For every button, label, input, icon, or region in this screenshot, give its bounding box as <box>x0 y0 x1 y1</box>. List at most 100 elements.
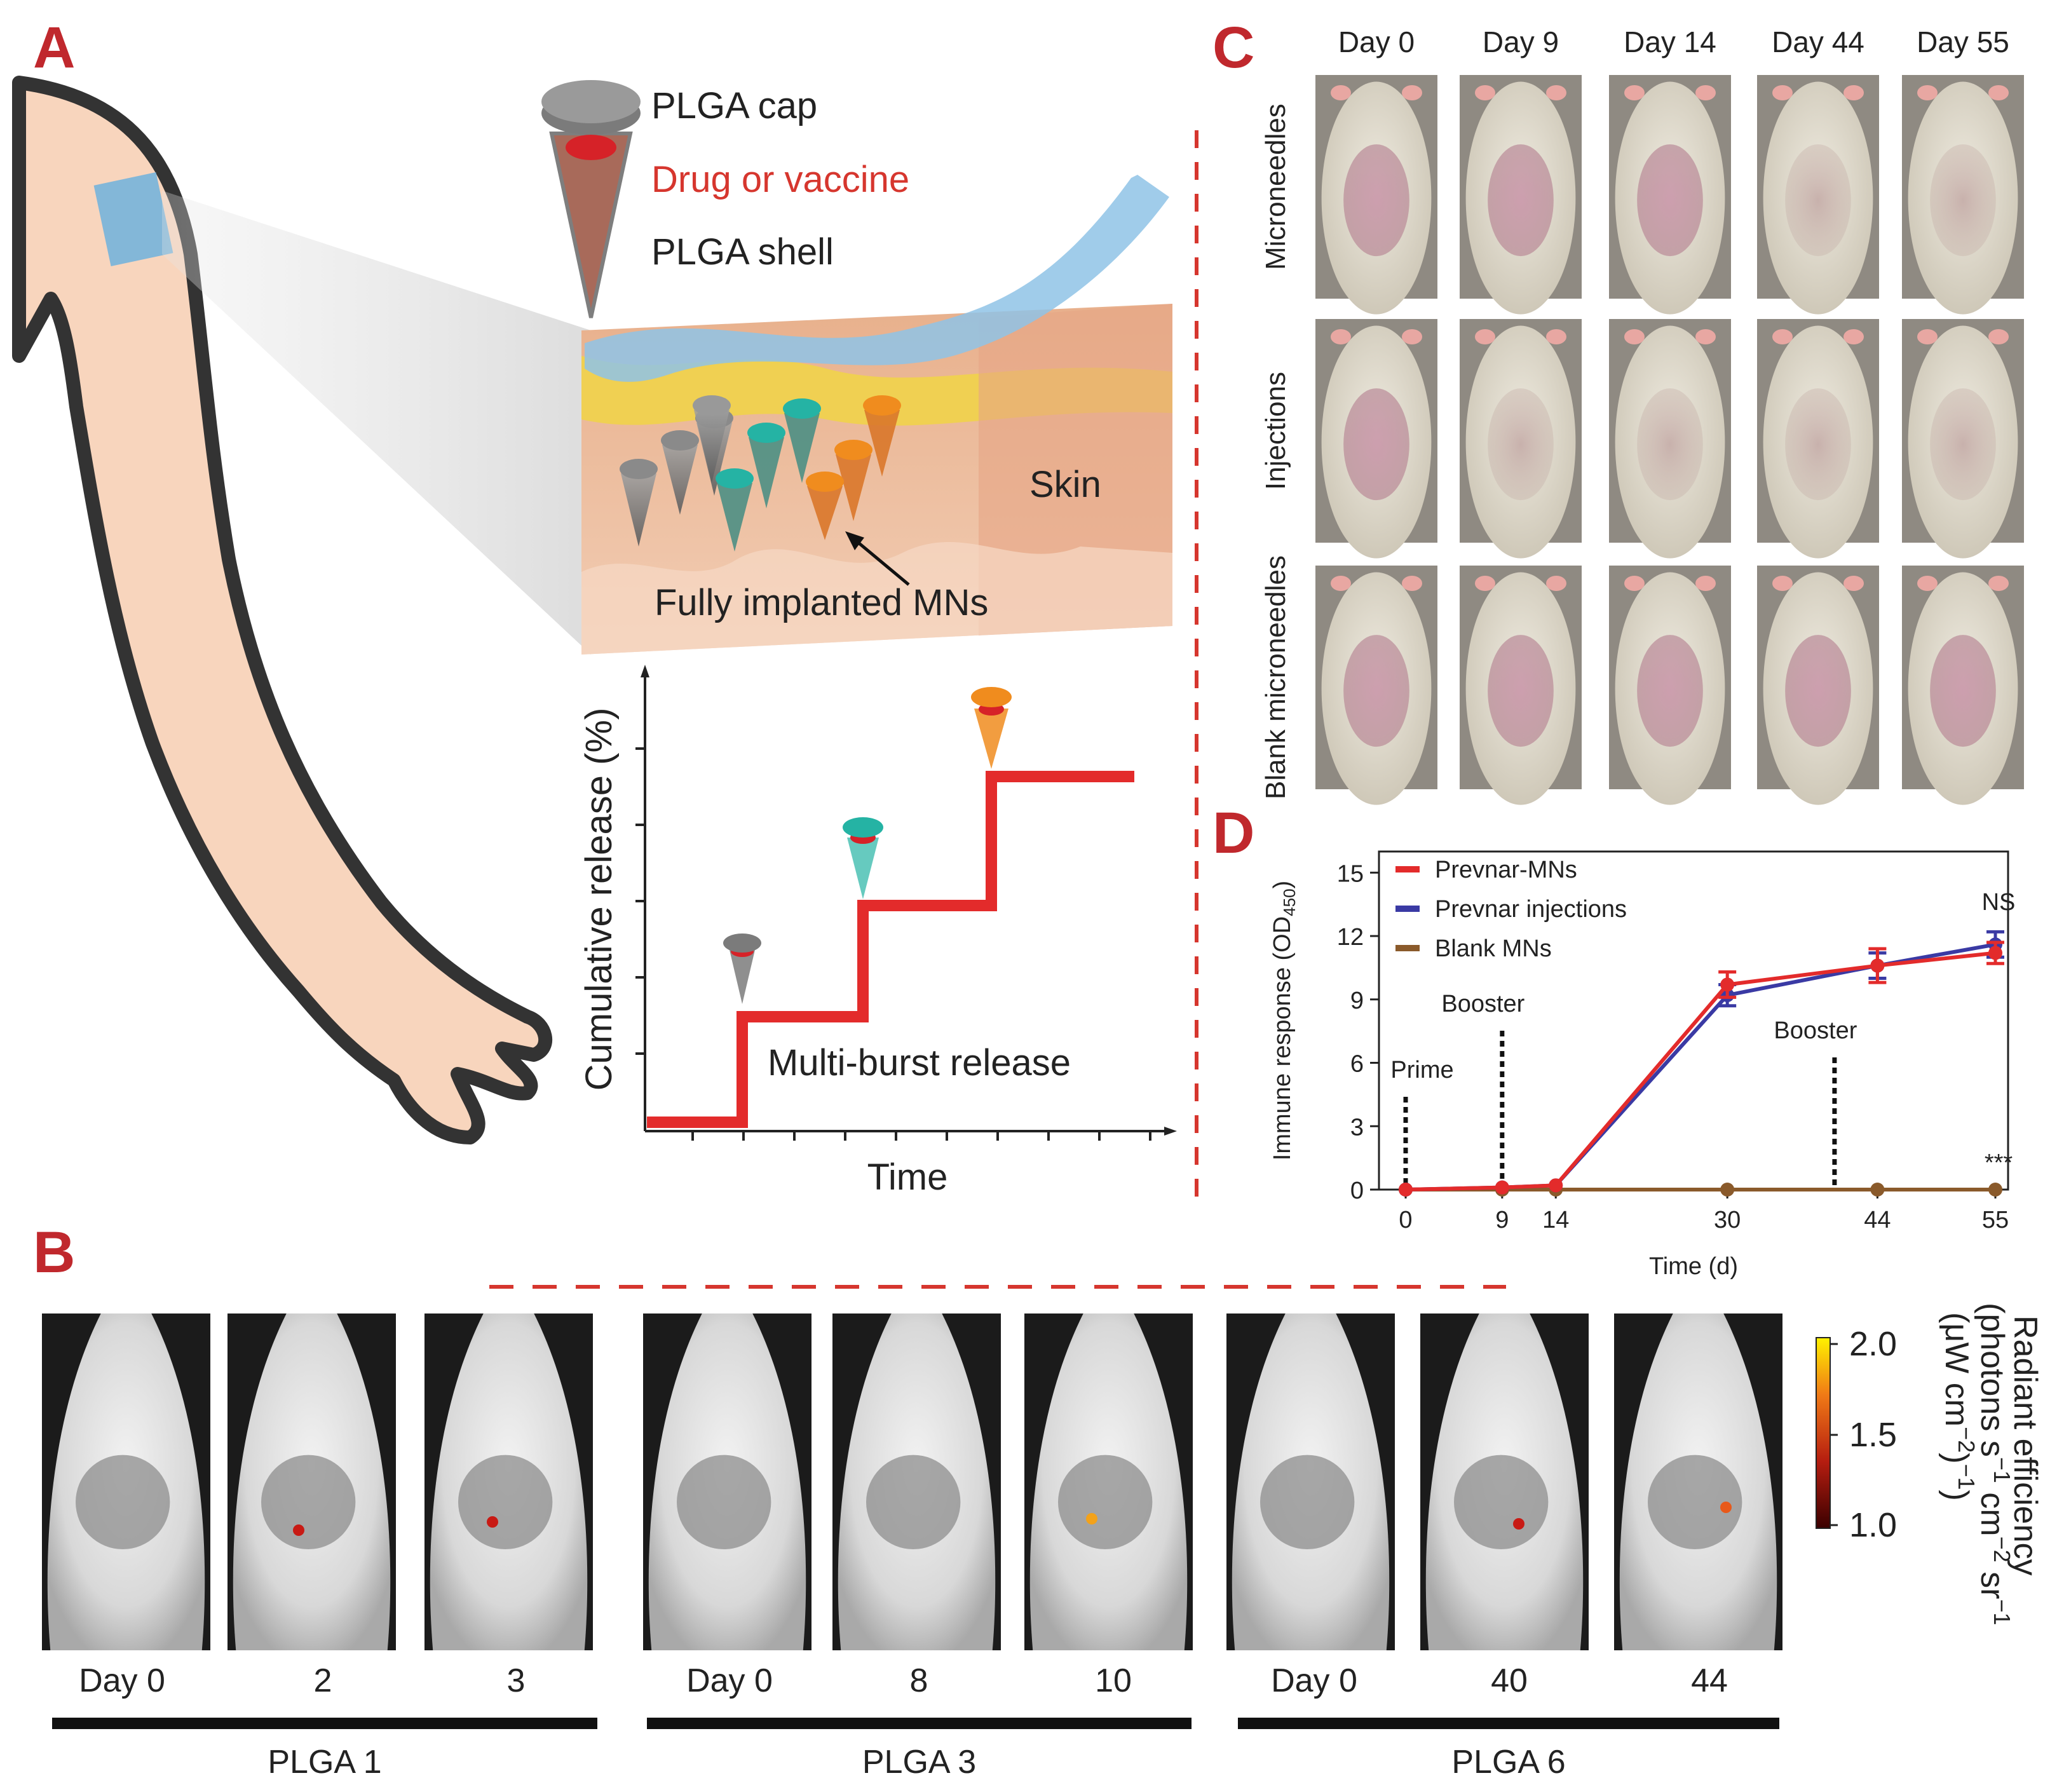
implanted-mn-grey <box>620 459 658 546</box>
rat-photo <box>1460 566 1582 805</box>
fluorescence-image <box>424 1313 593 1650</box>
fluorescence-image <box>42 1313 210 1650</box>
x-tick-label: 30 <box>1714 1207 1741 1233</box>
release-cone-first <box>723 933 761 1004</box>
rat-photo <box>1315 75 1437 315</box>
implanted-mn-shell <box>621 473 656 546</box>
implant-site <box>1058 1455 1153 1549</box>
release-cone-shell <box>847 838 879 899</box>
data-point <box>1870 958 1885 973</box>
rat-photo <box>1609 75 1731 315</box>
implant-label: Fully implanted MNs <box>655 582 988 623</box>
treated-skin-patch <box>1930 388 1996 501</box>
treated-skin-patch <box>1930 144 1996 257</box>
rat-photo <box>1460 75 1582 315</box>
x-tick-label: 55 <box>1982 1207 2009 1233</box>
implanted-mn-teal <box>747 423 785 508</box>
implanted-mn-shell <box>784 413 820 483</box>
rat-ear <box>1695 576 1716 591</box>
magnification-beam <box>162 191 591 655</box>
implanted-mn-orange <box>863 395 901 477</box>
significance-annotation: *** <box>1985 1150 2013 1176</box>
panel-letter-c: C <box>1212 15 1254 80</box>
day-label-b: 8 <box>910 1662 928 1699</box>
implant-site <box>1648 1455 1742 1549</box>
fluorescence-image <box>643 1313 811 1650</box>
rat-ear <box>1402 85 1422 100</box>
day-label-c: Day 55 <box>1917 25 2009 58</box>
rat-photo <box>1757 319 1879 559</box>
panel-letter-d: D <box>1212 801 1254 865</box>
implant-site <box>677 1455 771 1549</box>
x-axis-label: Time (d) <box>1649 1253 1738 1280</box>
colorbar-unit-2: (μW cm−2)−1) <box>1938 1312 1979 1501</box>
treated-skin-patch <box>1488 635 1554 747</box>
implanted-mn-shell <box>836 454 871 521</box>
rat-ear <box>1624 85 1645 100</box>
rat-photo <box>1902 566 2024 805</box>
day-label-b: 3 <box>507 1662 526 1699</box>
panel-d-chart: 0 3 6 9 12 15 0 9 14 30 44 55 Time (d) Immune respons… <box>1269 850 2016 1280</box>
treated-skin-patch <box>1488 144 1554 257</box>
rat-photo <box>1757 566 1879 805</box>
fluorescence-spot <box>1720 1502 1732 1513</box>
series-prevnar-injections <box>1399 930 2004 1197</box>
series-line <box>1405 942 1996 1191</box>
rat-ear <box>1546 329 1566 344</box>
x-tick-label: 0 <box>1399 1207 1412 1233</box>
rat-ear <box>1546 576 1566 591</box>
implanted-mn-teal <box>783 398 821 483</box>
group-label: PLGA 3 <box>862 1744 976 1781</box>
colorbar-title-text: Radiant efficiency <box>2007 1315 2044 1576</box>
y-tick-label: 3 <box>1350 1114 1364 1141</box>
data-point <box>1495 1180 1509 1195</box>
release-cone-cap <box>971 687 1012 707</box>
rat-ear <box>1917 85 1938 100</box>
x-tick-label: 44 <box>1864 1207 1891 1233</box>
implanted-mn-cap <box>783 398 821 419</box>
release-cone-second <box>843 817 883 899</box>
patch-on-arm <box>93 172 173 266</box>
rat-photo <box>1902 319 2024 559</box>
rat-ear <box>1772 85 1793 100</box>
implanted-mn-cap <box>693 395 731 416</box>
treated-skin-patch <box>1930 635 1996 747</box>
implant-arrow <box>850 536 910 586</box>
implanted-mn-cap <box>716 468 754 489</box>
rat-ear <box>1772 329 1793 344</box>
treated-skin-patch <box>1785 388 1851 501</box>
rat-ear <box>1402 329 1422 344</box>
y-tick-label: 12 <box>1337 924 1364 951</box>
rat-ear <box>1988 576 2009 591</box>
implanted-mn-grey <box>661 430 699 515</box>
ns-annotation: NS <box>1982 889 2016 916</box>
data-point <box>1870 1183 1885 1197</box>
y-tick-label: 15 <box>1337 860 1364 887</box>
treated-skin-patch <box>1637 144 1703 257</box>
fluorescence-spot <box>1513 1518 1524 1530</box>
rat-photo <box>1902 75 2024 315</box>
release-plot-ticks <box>635 747 1151 1141</box>
colorbar-title: Radiant efficiency (photons s−1 cm−2 sr−… <box>1938 1303 2044 1625</box>
skin-lower-layer <box>581 541 1172 655</box>
rat-ear <box>1331 85 1351 100</box>
release-cone-third <box>971 687 1012 769</box>
implanted-mn-orange <box>834 440 872 521</box>
rat-photo <box>1315 566 1437 805</box>
rat-ear <box>1402 576 1422 591</box>
row-label-c: Injections <box>1260 372 1291 490</box>
group-bar <box>647 1718 1192 1729</box>
arm-shape <box>12 76 552 1144</box>
treated-skin-patch <box>1637 635 1703 747</box>
treated-skin-patch <box>1785 144 1851 257</box>
rat-ear <box>1624 576 1645 591</box>
implant-site <box>1454 1455 1549 1549</box>
release-step-line <box>647 771 1134 1128</box>
release-plot-y-arrow <box>641 665 649 677</box>
y-tick-label: 0 <box>1350 1178 1364 1204</box>
row-label-c: Microneedles <box>1260 104 1291 270</box>
day-label-c: Day 14 <box>1624 25 1716 58</box>
implanted-mn-cap <box>863 395 901 416</box>
skin-label: Skin <box>1029 464 1101 505</box>
